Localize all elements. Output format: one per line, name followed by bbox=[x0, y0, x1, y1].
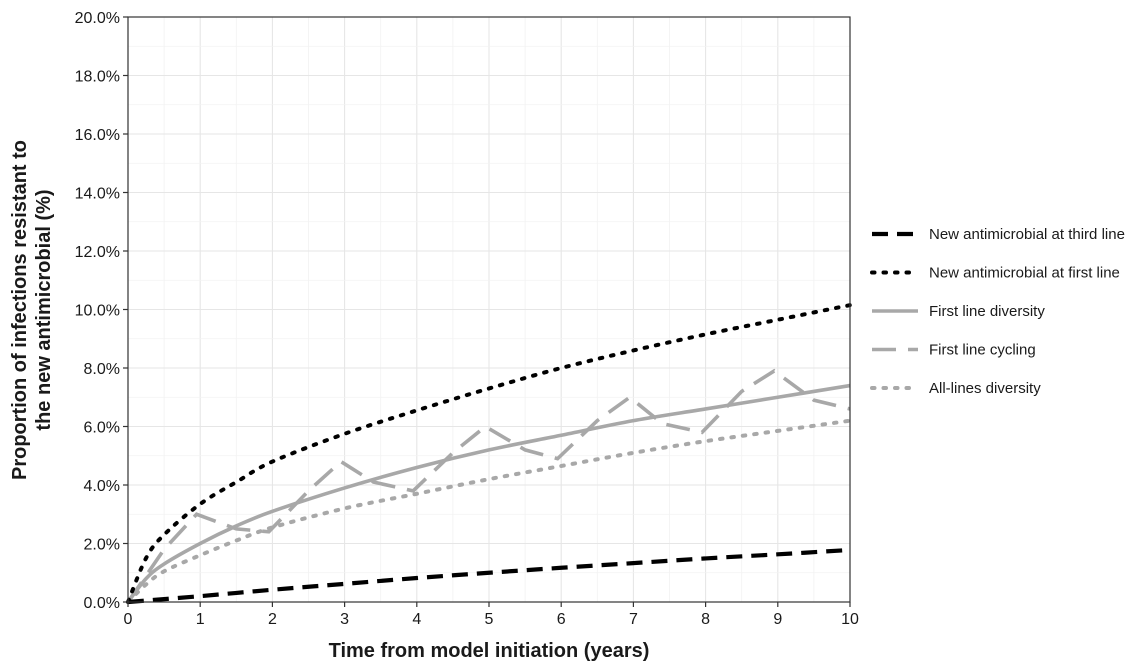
axis-ticks: 0 1 2 3 4 5 6 7 8 9 10 0.0% 2.0% 4.0% 6.0% 8.0% 10.0% 12.… bbox=[75, 10, 859, 628]
legend-label-0: New antimicrobial at third line bbox=[929, 226, 1125, 243]
x-tick-label: 7 bbox=[629, 611, 638, 628]
x-tick-label: 6 bbox=[557, 611, 566, 628]
y-axis-title-line-1: Proportion of infections resistant to bbox=[9, 140, 31, 480]
y-tick-label: 20.0% bbox=[75, 10, 120, 27]
y-tick-label: 0.0% bbox=[84, 595, 120, 612]
y-tick-label: 18.0% bbox=[75, 69, 120, 86]
x-axis-title: Time from model initiation (years) bbox=[329, 640, 650, 662]
y-tick-label: 10.0% bbox=[75, 303, 120, 320]
y-tick-label: 16.0% bbox=[75, 127, 120, 144]
series-line-1 bbox=[126, 303, 852, 604]
y-tick-label: 14.0% bbox=[75, 186, 120, 203]
y-tick-label: 12.0% bbox=[75, 244, 120, 261]
y-tick-label: 6.0% bbox=[84, 420, 120, 437]
x-tick-label: 10 bbox=[841, 611, 859, 628]
grid bbox=[127, 16, 851, 603]
series-line-2 bbox=[126, 383, 851, 604]
y-axis-title-line-2: the new antimicrobial (%) bbox=[33, 189, 55, 430]
y-tick-label: 2.0% bbox=[84, 537, 120, 554]
legend-label-4: All-lines diversity bbox=[929, 380, 1041, 397]
y-tick-label: 8.0% bbox=[84, 361, 120, 378]
series-line-4 bbox=[126, 418, 852, 604]
x-tick-label: 1 bbox=[196, 611, 205, 628]
x-tick-label: 4 bbox=[412, 611, 421, 628]
x-tick-label: 8 bbox=[701, 611, 710, 628]
legend-label-3: First line cycling bbox=[929, 342, 1036, 359]
series-line-0 bbox=[127, 547, 851, 605]
x-tick-label: 2 bbox=[268, 611, 277, 628]
x-tick-label: 5 bbox=[485, 611, 494, 628]
y-tick-label: 4.0% bbox=[84, 478, 120, 495]
x-tick-label: 0 bbox=[124, 611, 133, 628]
plot-series bbox=[126, 303, 852, 605]
legend-label-1: New antimicrobial at first line bbox=[929, 265, 1120, 282]
legend: New antimicrobial at third line New antim… bbox=[870, 226, 1125, 397]
x-tick-label: 9 bbox=[773, 611, 782, 628]
x-tick-label: 3 bbox=[340, 611, 349, 628]
y-axis-title: Proportion of infections resistant to th… bbox=[9, 140, 55, 480]
legend-label-2: First line diversity bbox=[929, 303, 1045, 320]
